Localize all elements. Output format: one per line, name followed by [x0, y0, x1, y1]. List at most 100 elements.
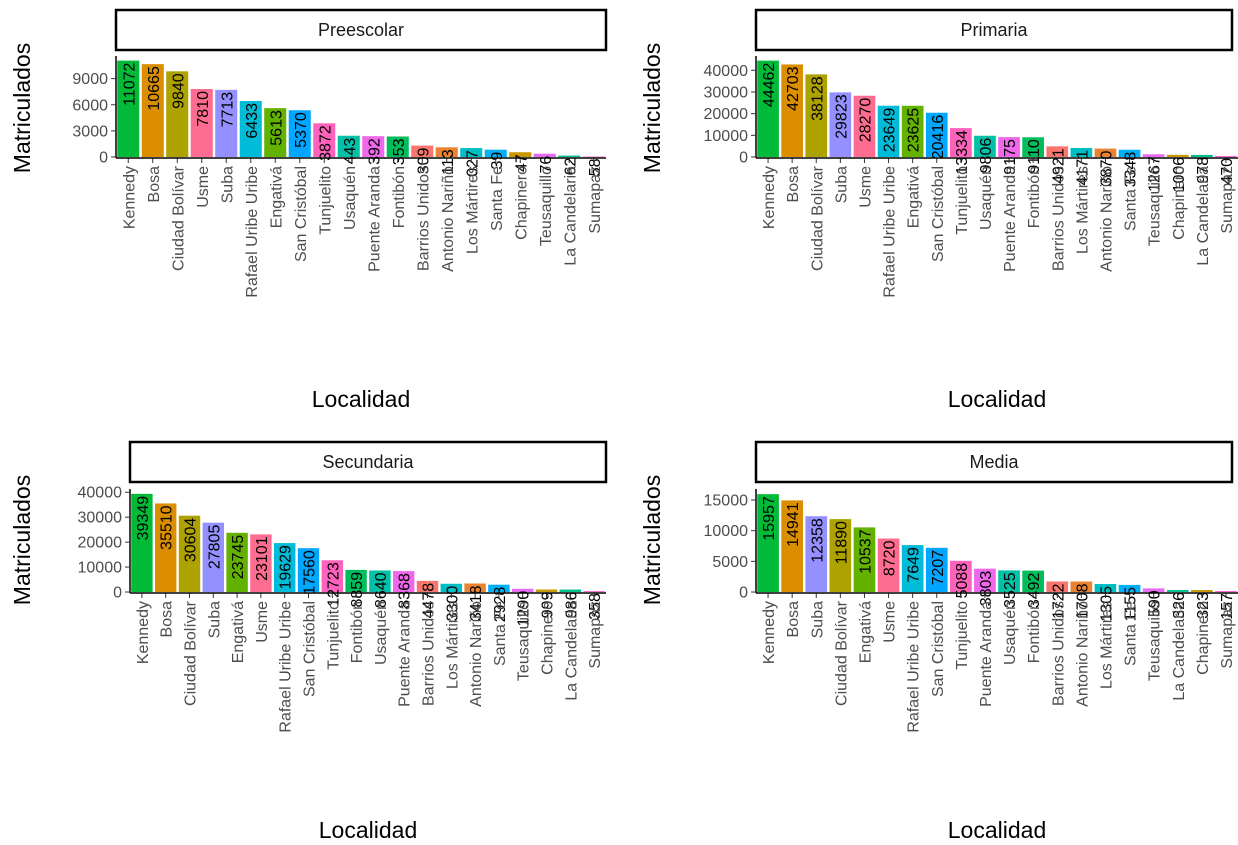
bar-value-label: 986	[563, 591, 580, 618]
bar-value-label: 309	[415, 148, 432, 175]
x-tick-label: Antonio Nariño	[440, 166, 457, 272]
facet-title: Media	[969, 452, 1019, 472]
bar	[582, 156, 605, 157]
bar-value-label: 590	[1147, 590, 1164, 617]
x-tick-label: Rafael Uribe Uribe	[244, 166, 261, 298]
x-tick-label: Chapinero	[1195, 601, 1212, 675]
x-tick-label: Tunjuelito	[325, 601, 342, 670]
bar	[1094, 583, 1117, 592]
x-tick-label: Suba	[206, 601, 223, 638]
bar-value-label: 443	[342, 138, 359, 165]
bar-value-label: 9175	[1002, 139, 1019, 175]
bar	[974, 135, 996, 157]
bar-value-label: 358	[587, 593, 604, 620]
y-tick-label: 10000	[78, 560, 123, 577]
x-tick-label: Ciudad Bolívar	[183, 600, 200, 706]
bar	[288, 110, 311, 157]
bar	[178, 515, 201, 592]
x-tick-label: Kennedy	[761, 601, 778, 664]
x-tick-label: Usaquén	[978, 166, 995, 230]
y-tick-label: 0	[113, 585, 122, 602]
x-axis-title: Localidad	[312, 386, 410, 412]
bar	[362, 136, 385, 157]
bar-value-label: 19629	[278, 545, 295, 590]
bar-value-label: 4171	[1074, 150, 1091, 186]
x-tick-label: Los Mártires	[1098, 601, 1115, 689]
bar-value-label: 1267	[1147, 156, 1164, 192]
bar-value-label: 10537	[857, 529, 874, 574]
x-tick-label: Bosa	[159, 601, 176, 638]
bar	[877, 105, 900, 157]
x-tick-label: Teusaquillo	[538, 166, 555, 246]
x-tick-label: San Cristóbal	[293, 166, 310, 262]
bar	[154, 503, 177, 592]
bar	[829, 519, 852, 592]
x-tick-label: Santa Fe	[492, 601, 509, 666]
x-tick-label: Fontibón	[1026, 166, 1043, 228]
bar-value-label: 470	[1219, 158, 1236, 185]
x-tick-label: Antonio Nariño	[1098, 166, 1115, 272]
bar	[345, 569, 367, 592]
bar-value-label: 20416	[930, 115, 947, 160]
x-tick-label: San Cristóbal	[930, 166, 947, 262]
bar-value-label: 13334	[954, 130, 971, 175]
y-tick-label: 0	[739, 150, 748, 167]
x-tick-label: San Cristóbal	[930, 601, 947, 697]
bar-value-label: 8720	[882, 540, 899, 576]
bar	[1166, 590, 1189, 592]
x-tick-label: Chapinero	[1171, 166, 1188, 240]
bar	[226, 532, 248, 592]
x-tick-label: Sumapaz	[1219, 601, 1236, 669]
bar-value-label: 30604	[183, 518, 200, 563]
facet-title: Primaria	[960, 20, 1028, 40]
bar	[264, 108, 287, 157]
bar-value-label: 4921	[1050, 148, 1067, 184]
bar-value-label: 027	[464, 150, 481, 177]
y-tick-label: 3000	[72, 123, 108, 140]
x-tick-label: Sumapaz	[587, 601, 604, 669]
y-tick-label: 6000	[72, 97, 108, 114]
y-axis-title: Matriculados	[9, 475, 35, 605]
bar	[511, 588, 534, 592]
bar-value-label: 8368	[397, 573, 414, 609]
x-tick-label: Antonio Nariño	[1074, 601, 1091, 707]
x-tick-label: Tunjuelito	[954, 166, 971, 235]
bar-value-label: 44462	[761, 63, 778, 108]
bar-value-label: 27805	[206, 525, 223, 570]
bar-value-label: 9110	[1026, 139, 1043, 174]
bar	[464, 583, 486, 592]
bar	[411, 145, 434, 157]
x-tick-label: Sumapaz	[587, 166, 604, 234]
bar-value-label: 978	[1195, 157, 1212, 184]
x-tick-label: Bosa	[785, 601, 802, 638]
bar-value-label: 23101	[254, 536, 271, 581]
x-tick-label: Los Mártires	[444, 601, 461, 689]
x-tick-label: Kennedy	[761, 166, 778, 229]
bar-value-label: 999	[540, 591, 557, 618]
x-tick-label: Barrios Unidos	[421, 601, 438, 706]
bar	[416, 580, 439, 592]
x-tick-label: Rafael Uribe Uribe	[906, 601, 923, 733]
bar	[460, 148, 483, 157]
y-axis-title: Matriculados	[9, 43, 35, 173]
bar-value-label: 353	[391, 138, 408, 165]
bar-value-label: 9806	[978, 138, 995, 174]
bar-value-label: 323	[1195, 592, 1212, 619]
bar-value-label: 1305	[1098, 586, 1115, 622]
bar-value-label: 23649	[882, 108, 899, 153]
panel-preescolar: Preescolar 11072 Kennedy 10665 Bosa 9840 Ciuda…	[9, 8, 608, 412]
y-tick-label: 0	[99, 150, 108, 167]
bar	[1118, 149, 1141, 157]
x-tick-label: Teusaquillo	[1147, 166, 1164, 246]
x-tick-label: Rafael Uribe Uribe	[278, 601, 295, 733]
bar	[853, 527, 876, 592]
bar-value-label: 35510	[159, 505, 176, 550]
x-tick-label: Teusaquillo	[516, 601, 533, 681]
bar	[925, 547, 948, 592]
y-tick-label: 10000	[704, 523, 749, 540]
y-tick-label: 5000	[712, 554, 748, 571]
bar-value-label: 3870	[1098, 151, 1115, 187]
bar	[484, 149, 507, 157]
x-tick-label: Usaquén	[373, 601, 390, 665]
bar-value-label: 42703	[785, 66, 802, 111]
